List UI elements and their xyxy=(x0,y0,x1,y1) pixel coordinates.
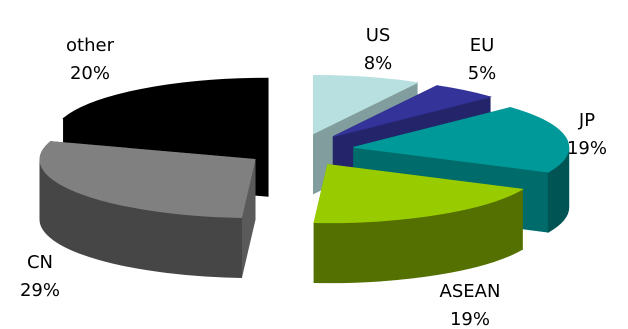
slice-top xyxy=(313,75,419,135)
value-label: 5% xyxy=(468,63,497,84)
value-label: 19% xyxy=(450,309,490,329)
slice-top xyxy=(39,141,256,218)
value-label: 29% xyxy=(20,280,60,301)
slice-top xyxy=(353,107,570,173)
slice-top xyxy=(333,85,492,138)
category-label: JP xyxy=(578,110,595,131)
value-label: 19% xyxy=(567,138,607,159)
category-label: CN xyxy=(27,252,53,273)
slice-top xyxy=(62,77,269,137)
slice xyxy=(39,141,256,278)
value-label: 8% xyxy=(364,53,393,74)
value-label: 20% xyxy=(70,63,110,84)
category-label: other xyxy=(66,35,115,56)
slice-top xyxy=(313,164,524,224)
category-label: ASEAN xyxy=(440,281,501,302)
category-label: US xyxy=(366,25,391,46)
slice xyxy=(313,164,524,284)
category-label: EU xyxy=(470,35,495,56)
